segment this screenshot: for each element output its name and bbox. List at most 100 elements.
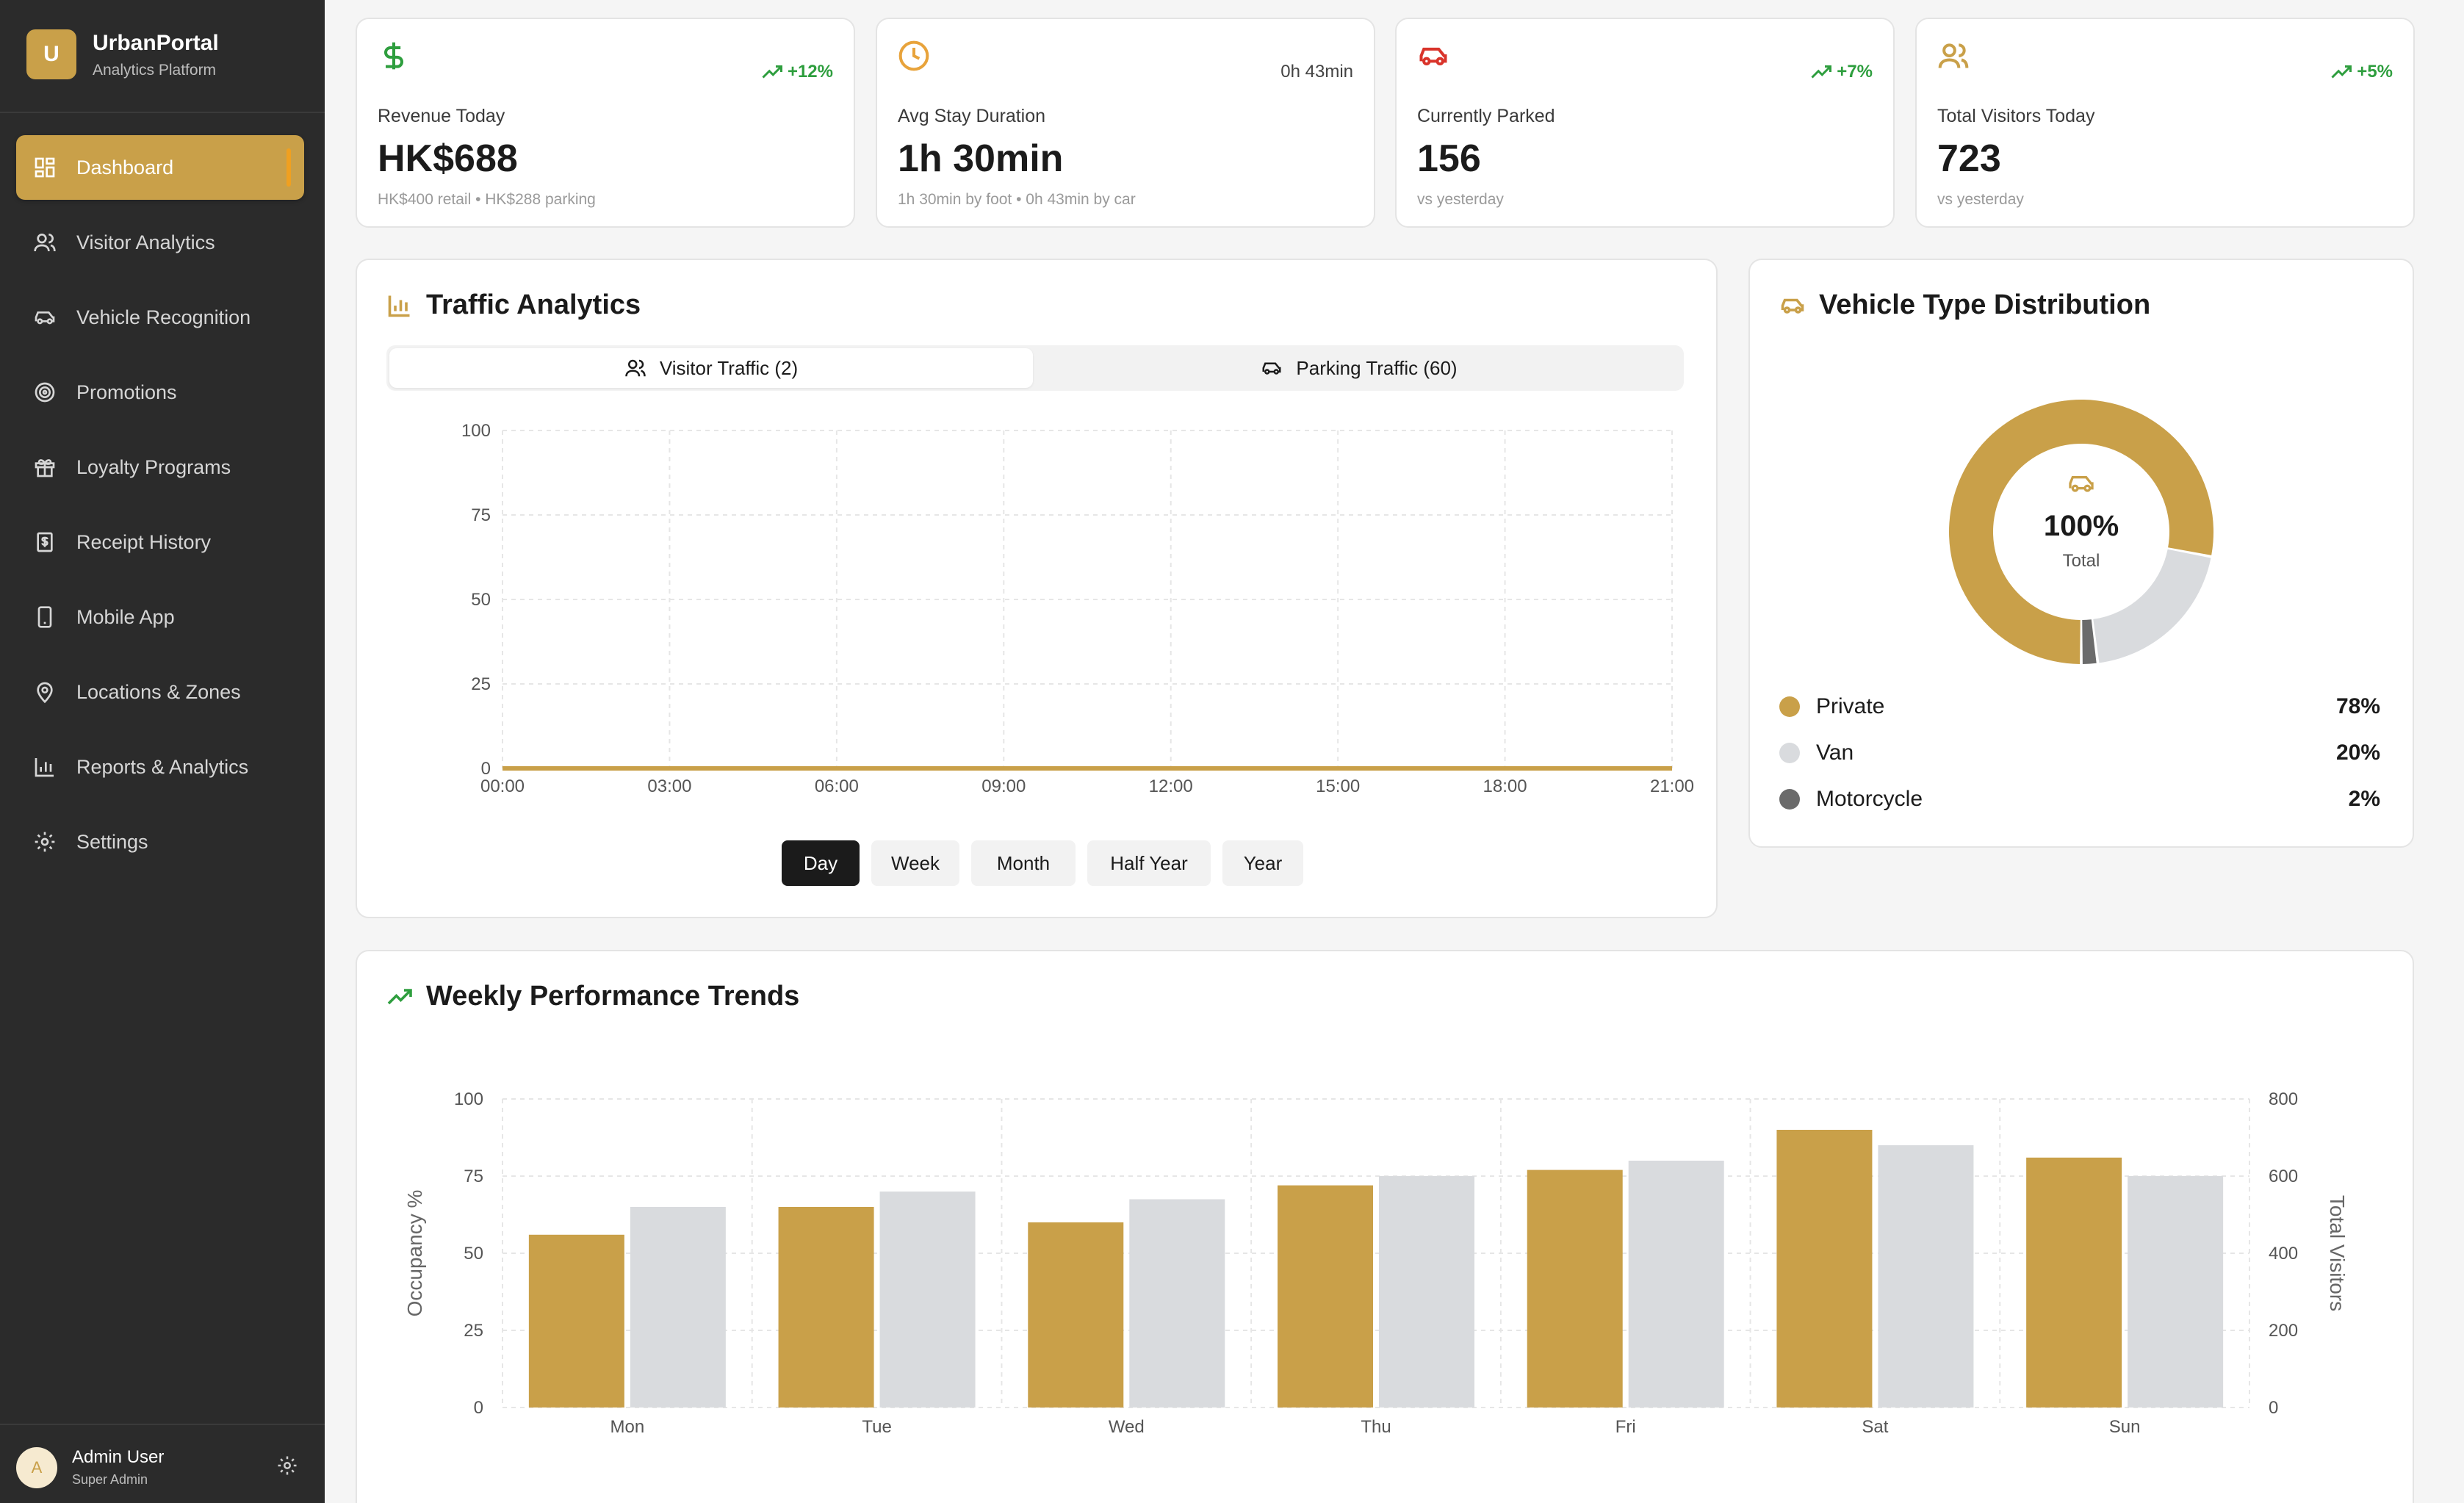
donut-slice-private: [1949, 400, 2213, 664]
tab-visitor-traffic[interactable]: Visitor Traffic (2): [389, 348, 1033, 388]
legend-dot: [1779, 743, 1800, 763]
bar-chart-icon: [32, 754, 57, 779]
stat-label: Total Visitors Today: [1937, 106, 2095, 126]
sidebar-item-reports-analytics[interactable]: Reports & Analytics: [16, 735, 304, 799]
bar-chart-icon: [388, 295, 410, 317]
stat-badge: 0h 43min: [1280, 62, 1353, 82]
legend-item-motorcycle: Motorcycle 2%: [1779, 785, 2380, 814]
stat-subtext: vs yesterday: [1937, 191, 2024, 208]
y-tick-label: 75: [471, 505, 491, 525]
brand: U UrbanPortal Analytics Platform: [0, 0, 325, 113]
y-axis-title-right: Total Visitors: [2326, 1195, 2349, 1311]
sidebar-item-label: Dashboard: [76, 156, 174, 179]
y-tick-label-left: 100: [454, 1089, 483, 1109]
y-tick-label: 0: [481, 759, 491, 779]
avatar[interactable]: A: [16, 1447, 57, 1488]
sidebar-item-label: Receipt History: [76, 530, 212, 553]
target-icon: [32, 380, 57, 405]
y-tick-label-left: 25: [464, 1321, 483, 1341]
donut-center-value: 100%: [2043, 510, 2119, 542]
y-tick-label-right: 800: [2269, 1089, 2298, 1109]
phone-icon: [32, 605, 57, 630]
stat-card-revenue: +12% Revenue Today HK$688 HK$400 retail …: [356, 18, 855, 228]
legend-dot: [1779, 789, 1800, 810]
trend-up-icon: [762, 65, 782, 79]
sidebar-item-label: Settings: [76, 830, 148, 853]
car-icon: [1781, 298, 1804, 314]
users-icon: [32, 230, 57, 255]
sidebar-item-label: Visitor Analytics: [76, 231, 215, 253]
car-icon: [1262, 362, 1281, 375]
vehicle-donut-chart: [1949, 400, 2213, 664]
donut-slice-motorcycle: [2082, 619, 2097, 664]
tab-parking-traffic[interactable]: Parking Traffic (60): [1037, 348, 1681, 388]
y-tick-label-right: 200: [2269, 1321, 2298, 1341]
dollar-icon: [378, 40, 413, 75]
x-tick-label: 03:00: [647, 776, 691, 796]
bar-occupancy-mon: [528, 1234, 624, 1408]
sidebar-item-locations-zones[interactable]: Locations & Zones: [16, 660, 304, 724]
sidebar-item-label: Mobile App: [76, 605, 175, 628]
sidebar-item-label: Locations & Zones: [76, 680, 241, 703]
stat-label: Currently Parked: [1417, 106, 1555, 126]
gear-icon: [32, 829, 57, 854]
y-axis-title-left: Occupancy %: [403, 1190, 426, 1317]
x-tick-label: Sat: [1862, 1417, 1888, 1437]
sidebar-item-vehicle-recognition[interactable]: Vehicle Recognition: [16, 285, 304, 350]
x-tick-label: 09:00: [981, 776, 1026, 796]
sidebar-item-settings[interactable]: Settings: [16, 810, 304, 874]
y-tick-label-left: 75: [464, 1167, 483, 1186]
range-button-year[interactable]: Year: [1222, 840, 1303, 886]
sidebar-item-loyalty-programs[interactable]: Loyalty Programs: [16, 435, 304, 500]
sidebar-item-dashboard[interactable]: Dashboard: [16, 135, 304, 200]
legend-item-private: Private 78%: [1779, 692, 2380, 721]
legend-dot: [1779, 696, 1800, 717]
user-role: Super Admin: [72, 1472, 148, 1487]
sidebar-nav: Dashboard Visitor Analytics Vehicle Reco…: [16, 135, 304, 884]
trend-up-icon: [387, 988, 412, 1004]
x-tick-label: 21:00: [1650, 776, 1694, 796]
traffic-line-chart: 0 25 50 75 100 00:00 03:00 06:00 09:00 12:00 15:00…: [461, 421, 1694, 796]
bar-visitors-thu: [1379, 1176, 1474, 1408]
x-tick-label: 18:00: [1483, 776, 1527, 796]
stat-value: 156: [1417, 137, 1481, 180]
trend-badge: +12%: [761, 62, 833, 82]
stat-subtext: 1h 30min by foot • 0h 43min by car: [898, 191, 1136, 208]
trend-up-icon: [2331, 65, 2352, 79]
users-icon: [1937, 40, 1973, 75]
x-tick-label: 06:00: [815, 776, 859, 796]
sidebar-item-visitor-analytics[interactable]: Visitor Analytics: [16, 210, 304, 275]
receipt-icon: [32, 530, 57, 555]
clock-icon: [898, 40, 933, 75]
bar-visitors-tue: [879, 1192, 976, 1408]
bar-visitors-fri: [1628, 1161, 1724, 1408]
sidebar-item-promotions[interactable]: Promotions: [16, 360, 304, 425]
stat-value: 1h 30min: [898, 137, 1064, 180]
sidebar-item-label: Vehicle Recognition: [76, 306, 251, 328]
range-button-month[interactable]: Month: [971, 840, 1076, 886]
sidebar-item-label: Promotions: [76, 381, 177, 403]
user-settings-icon[interactable]: [276, 1455, 300, 1478]
bar-visitors-sun: [2128, 1176, 2224, 1408]
range-button-week[interactable]: Week: [871, 840, 959, 886]
x-tick-label: 00:00: [480, 776, 525, 796]
traffic-analytics-title: Traffic Analytics: [386, 289, 641, 321]
bar-visitors-sat: [1878, 1145, 1974, 1408]
range-button-day[interactable]: Day: [782, 840, 860, 886]
y-tick-label: 25: [471, 674, 491, 694]
main-content: +12% Revenue Today HK$688 HK$400 retail …: [325, 0, 2464, 1503]
map-pin-icon: [32, 680, 57, 704]
traffic-tabs: Visitor Traffic (2) Parking Traffic (60): [386, 345, 1684, 391]
y-tick-label-right: 0: [2269, 1398, 2278, 1418]
car-icon: [1417, 40, 1452, 75]
x-tick-label: Sun: [2109, 1417, 2141, 1437]
sidebar-item-mobile-app[interactable]: Mobile App: [16, 585, 304, 649]
user-profile[interactable]: A Admin User Super Admin: [0, 1424, 325, 1503]
weekly-bar-chart: 0 25 50 75 100 0 200 400 600 800 Mon Tue Wed Thu Fri Sa…: [403, 1089, 2349, 1437]
donut-slice-van: [2093, 549, 2211, 663]
y-tick-label-left: 0: [474, 1398, 483, 1418]
x-tick-label: Wed: [1109, 1417, 1145, 1437]
range-button-half-year[interactable]: Half Year: [1087, 840, 1211, 886]
brand-logo[interactable]: U: [26, 29, 76, 79]
sidebar-item-receipt-history[interactable]: Receipt History: [16, 510, 304, 574]
